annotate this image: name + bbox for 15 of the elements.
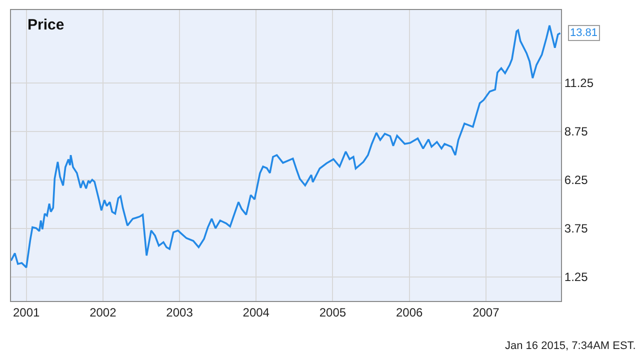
y-tick-label: 8.75 [564,124,588,138]
annotation: 13.81 [570,27,598,39]
x-tick-label: 2003 [166,305,194,320]
y-tick-label: 3.75 [564,221,588,236]
y-tick-label: 1.25 [564,270,588,284]
x-tick-label: 2007 [472,305,500,320]
y-tick-label: 11.25 [564,76,594,90]
text: Jan 16 2015, 7:34AM EST. [505,340,636,352]
x-tick-label: 2006 [396,305,423,320]
x-tick-label: 2001 [12,305,40,320]
y-tick-label: 6.25 [564,172,588,187]
x-tick-label: 2004 [242,305,270,320]
chart-title: Price [28,16,64,34]
x-tick-label: 2002 [90,305,117,320]
x-tick-label: 2005 [319,305,346,320]
